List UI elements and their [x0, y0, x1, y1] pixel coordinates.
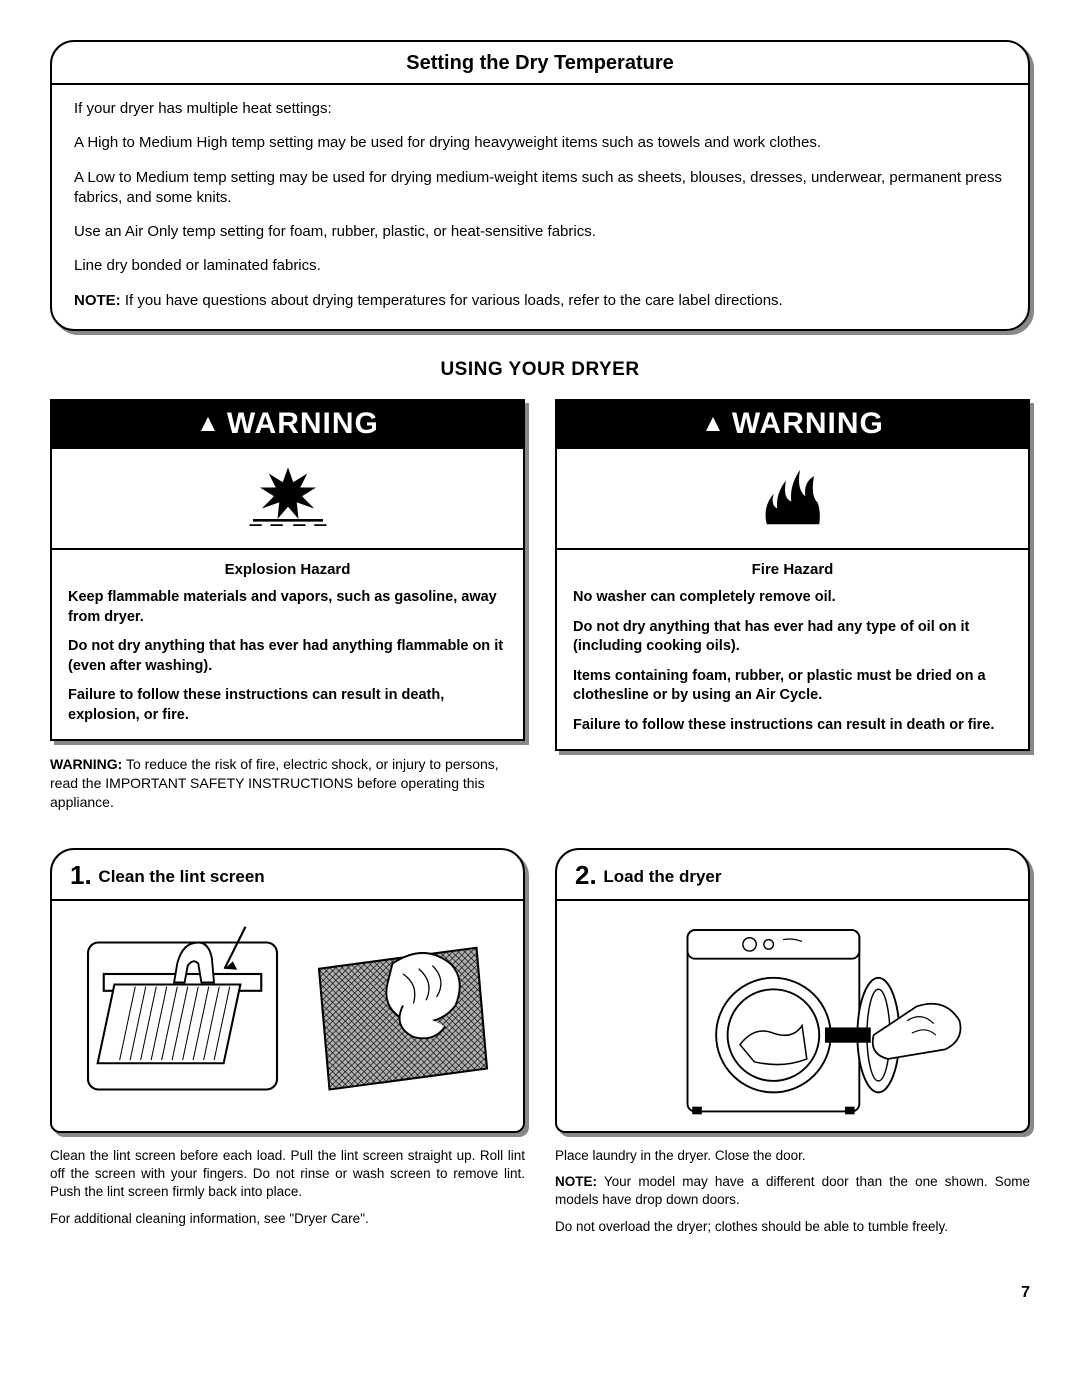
fire-para-2: Do not dry anything that has ever had an… — [573, 618, 1012, 657]
fire-para-1: No washer can completely remove oil. — [573, 588, 1012, 608]
explosion-hazard-title: Explosion Hazard — [68, 560, 507, 580]
right-column: ▲WARNING Fire Hazard No washer can compl… — [555, 399, 1030, 752]
temp-setting-panel: Setting the Dry Temperature If your drye… — [50, 40, 1030, 331]
step1-title: Clean the lint screen — [94, 867, 265, 886]
explosion-below-text: WARNING: To reduce the risk of fire, ele… — [50, 755, 525, 812]
step1-para-1: Clean the lint screen before each load. … — [50, 1147, 525, 1202]
fire-warning-label: WARNING — [732, 407, 884, 440]
explosion-warning-body: Explosion Hazard Keep flammable material… — [52, 550, 523, 740]
step1-text: Clean the lint screen before each load. … — [50, 1147, 525, 1228]
step2-para-2: Do not overload the dryer; clothes shoul… — [555, 1218, 1030, 1236]
temp-para-2: A High to Medium High temp setting may b… — [74, 133, 1006, 153]
warning-triangle-icon: ▲ — [701, 410, 726, 438]
temp-note: NOTE: If you have questions about drying… — [74, 291, 1006, 311]
temp-para-4: Use an Air Only temp setting for foam, r… — [74, 222, 1006, 242]
explosion-para-3: Failure to follow these instructions can… — [68, 686, 507, 725]
step1-column: 1. Clean the lint screen — [50, 848, 525, 1236]
step1-panel: 1. Clean the lint screen — [50, 848, 525, 1133]
explosion-icon — [243, 463, 333, 533]
temp-para-3: A Low to Medium temp setting may be used… — [74, 168, 1006, 209]
below-warning-label: WARNING: — [50, 756, 122, 772]
temp-panel-title: Setting the Dry Temperature — [52, 42, 1028, 85]
step2-note-text: Your model may have a different door tha… — [555, 1174, 1030, 1207]
fire-para-4: Failure to follow these instructions can… — [573, 716, 1012, 736]
step1-number: 1. — [70, 860, 92, 890]
step2-title: Load the dryer — [599, 867, 722, 886]
dryer-illustration-icon — [567, 911, 1018, 1121]
fire-para-3: Items containing foam, rubber, or plasti… — [573, 667, 1012, 706]
lint-screen-illustration-icon — [62, 911, 513, 1121]
step2-para-1: Place laundry in the dryer. Close the do… — [555, 1147, 1030, 1165]
steps-row: 1. Clean the lint screen — [50, 848, 1030, 1244]
fire-warning-header: ▲WARNING — [557, 401, 1028, 449]
fire-icon — [748, 463, 838, 533]
temp-para-5: Line dry bonded or laminated fabrics. — [74, 256, 1006, 276]
explosion-warning-label: WARNING — [227, 407, 379, 440]
step2-illustration — [557, 901, 1028, 1131]
warnings-row: ▲WARNING Explosion Hazard Keep flammable… — [50, 399, 1030, 822]
left-column: ▲WARNING Explosion Hazard Keep flammable… — [50, 399, 525, 822]
step2-text: Place laundry in the dryer. Close the do… — [555, 1147, 1030, 1236]
fire-hazard-title: Fire Hazard — [573, 560, 1012, 580]
using-dryer-title: USING YOUR DRYER — [50, 359, 1030, 381]
explosion-warning-header: ▲WARNING — [52, 401, 523, 449]
explosion-para-1: Keep flammable materials and vapors, suc… — [68, 588, 507, 627]
fire-warning-box: ▲WARNING Fire Hazard No washer can compl… — [555, 399, 1030, 752]
step2-note-label: NOTE: — [555, 1174, 597, 1189]
fire-warning-body: Fire Hazard No washer can completely rem… — [557, 550, 1028, 750]
step2-number: 2. — [575, 860, 597, 890]
temp-panel-body: If your dryer has multiple heat settings… — [52, 85, 1028, 329]
step1-illustration — [52, 901, 523, 1131]
step1-header: 1. Clean the lint screen — [52, 850, 523, 901]
temp-note-text: If you have questions about drying tempe… — [121, 292, 783, 309]
step2-column: 2. Load the dryer — [555, 848, 1030, 1244]
explosion-icon-area — [52, 449, 523, 550]
fire-icon-area — [557, 449, 1028, 550]
temp-para-1: If your dryer has multiple heat settings… — [74, 99, 1006, 119]
temp-note-label: NOTE: — [74, 292, 121, 309]
warning-triangle-icon: ▲ — [196, 410, 221, 438]
step2-header: 2. Load the dryer — [557, 850, 1028, 901]
step2-note: NOTE: Your model may have a different do… — [555, 1173, 1030, 1209]
explosion-warning-box: ▲WARNING Explosion Hazard Keep flammable… — [50, 399, 525, 742]
step2-panel: 2. Load the dryer — [555, 848, 1030, 1133]
explosion-para-2: Do not dry anything that has ever had an… — [68, 637, 507, 676]
step1-para-2: For additional cleaning information, see… — [50, 1210, 525, 1228]
page-number: 7 — [50, 1284, 1030, 1302]
